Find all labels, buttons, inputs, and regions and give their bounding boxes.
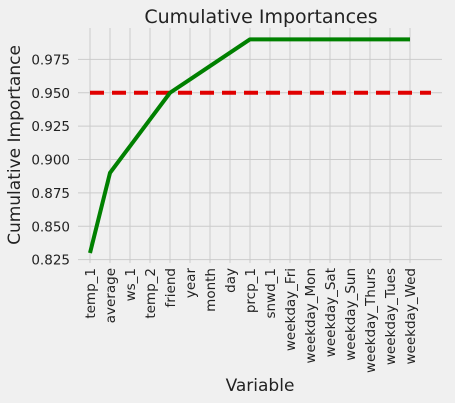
- x-tick-label: year: [183, 268, 199, 299]
- x-tick-label: snwd_1: [263, 268, 279, 319]
- x-tick-label: weekday_Wed: [403, 268, 419, 364]
- x-tick-label: weekday_Fri: [283, 268, 299, 351]
- x-tick-label: ws_1: [123, 268, 139, 301]
- x-tick-label: weekday_Sat: [323, 268, 339, 357]
- x-tick-label: weekday_Sun: [343, 268, 359, 361]
- y-tick-label: 0.950: [31, 86, 70, 102]
- y-tick-label: 0.925: [31, 119, 70, 135]
- y-axis-label: Cumulative Importance: [5, 45, 25, 245]
- y-tick-label: 0.850: [31, 219, 70, 235]
- x-tick-label: temp_2: [143, 268, 159, 319]
- x-tick-label: average: [103, 268, 119, 323]
- chart-title: Cumulative Importances: [144, 6, 377, 28]
- x-tick-label: friend: [163, 268, 179, 308]
- y-tick-label: 0.900: [31, 153, 70, 169]
- x-tick-label: weekday_Mon: [303, 268, 319, 364]
- chart-marks: [88, 37, 431, 254]
- x-tick-label: temp_1: [83, 268, 99, 319]
- x-tick-label: month: [203, 268, 219, 312]
- y-tick-labels: 0.825 0.850 0.875 0.900 0.925 0.950 0.975: [31, 52, 70, 268]
- plot-area: [78, 28, 442, 263]
- grid-lines: [78, 28, 442, 263]
- x-tick-label: weekday_Tues: [383, 268, 399, 365]
- x-tick-labels: temp_1 average ws_1 temp_2 friend year month da…: [83, 268, 419, 373]
- y-tick-label: 0.875: [31, 186, 70, 202]
- x-axis-label: Variable: [226, 376, 295, 396]
- y-tick-label: 0.975: [31, 52, 70, 68]
- x-tick-label: prcp_1: [243, 268, 259, 313]
- y-tick-label: 0.825: [31, 253, 70, 269]
- x-tick-label: weekday_Thurs: [363, 268, 379, 373]
- x-tick-label: day: [223, 268, 239, 293]
